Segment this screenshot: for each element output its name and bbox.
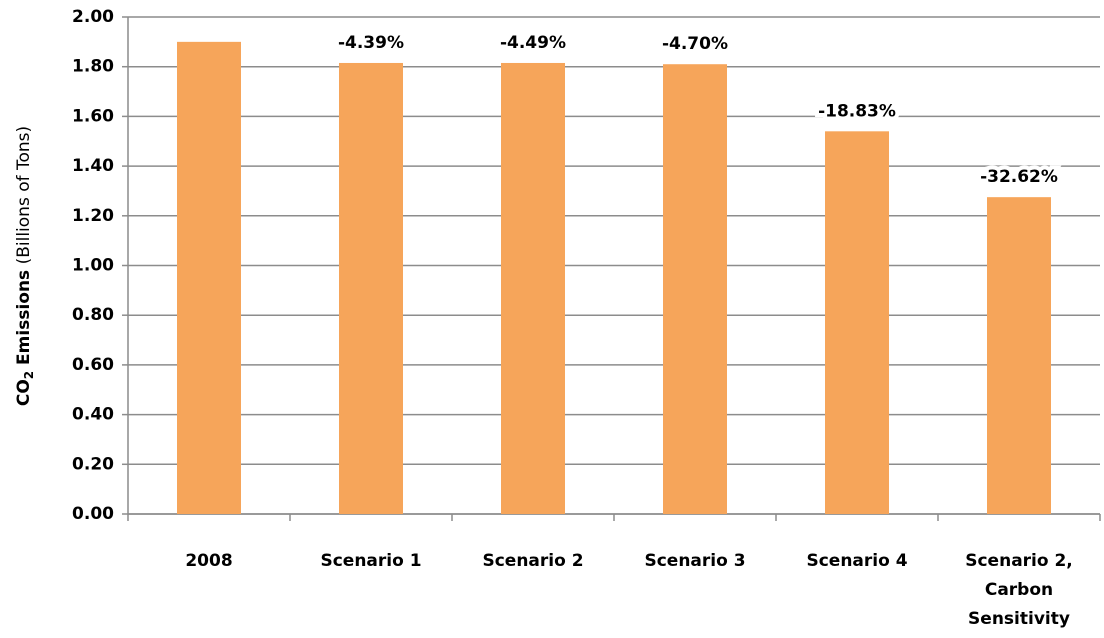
- y-tick-label: 2.00: [72, 7, 114, 27]
- y-label-part: (Billions of Tons): [14, 126, 34, 270]
- y-tick-label: 0.00: [72, 504, 114, 524]
- data-label: -4.39%: [338, 33, 404, 53]
- x-tick-label: Scenario 4: [806, 551, 907, 571]
- data-label: -4.49%: [500, 33, 566, 53]
- data-label: -4.70%: [662, 34, 728, 54]
- y-tick-label: 1.00: [72, 256, 114, 276]
- data-label: -32.62%: [980, 167, 1058, 187]
- data-label: -18.83%: [818, 101, 896, 121]
- x-tick-label: Scenario 2, Carbon Sensitivity: [965, 551, 1073, 629]
- bar: [339, 62, 403, 514]
- x-tick-label: Scenario 1: [320, 551, 421, 571]
- y-tick-label: 1.60: [72, 106, 114, 126]
- x-tick-label: 2008: [185, 551, 232, 571]
- bar: [987, 197, 1051, 514]
- y-tick-label: 0.40: [72, 405, 114, 425]
- y-tick-label: 1.20: [72, 206, 114, 226]
- bar: [663, 64, 727, 514]
- x-tick-label: Scenario 3: [644, 551, 745, 571]
- y-tick-label: 0.60: [72, 355, 114, 375]
- y-axis-label: CO2 Emissions (Billions of Tons): [14, 126, 36, 406]
- bar: [825, 131, 889, 514]
- y-label-part: Emissions: [14, 270, 34, 371]
- y-tick-label: 1.40: [72, 156, 114, 176]
- y-label-part: CO: [14, 379, 34, 406]
- y-tick-label: 1.80: [72, 57, 114, 77]
- x-tick-label: Scenario 2: [482, 551, 583, 571]
- y-label-sub: 2: [22, 371, 36, 379]
- bar: [501, 62, 565, 514]
- bar: [177, 41, 241, 514]
- y-tick-label: 0.20: [72, 454, 114, 474]
- y-tick-label: 0.80: [72, 305, 114, 325]
